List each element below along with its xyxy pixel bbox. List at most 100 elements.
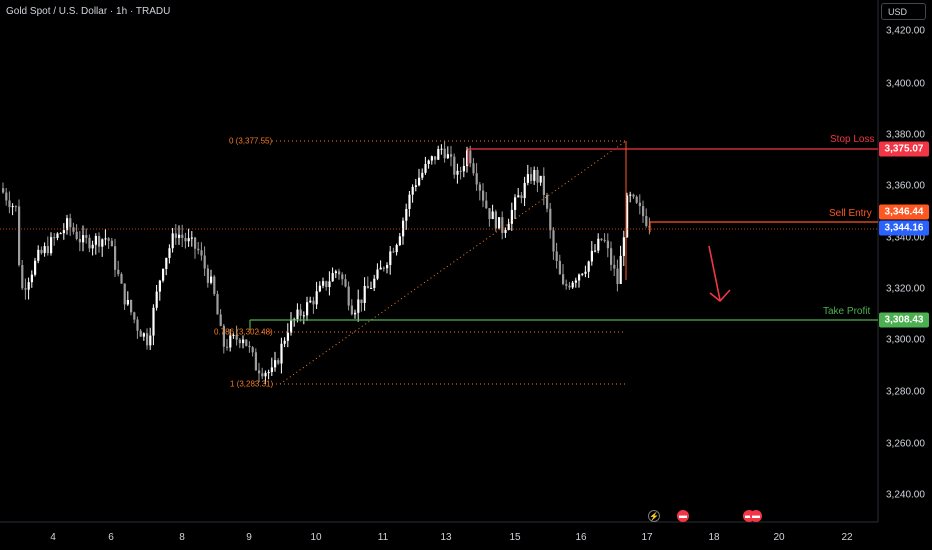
candle: [430, 156, 433, 161]
candle: [277, 360, 280, 364]
candle: [594, 250, 597, 252]
candle: [405, 208, 408, 221]
time-axis-label: 4: [50, 532, 56, 543]
us-flag-icon[interactable]: ▬: [750, 510, 762, 522]
time-axis-label: 13: [440, 532, 452, 543]
time-axis-label: 11: [377, 532, 389, 543]
candle: [546, 194, 549, 209]
candle: [523, 182, 526, 199]
down-arrow-shaft: [708, 245, 721, 301]
candle: [504, 230, 507, 233]
candle: [66, 218, 69, 231]
candle: [139, 330, 142, 337]
candle: [264, 372, 267, 377]
candle: [418, 177, 421, 186]
candle: [43, 246, 46, 254]
candle: [8, 200, 11, 208]
candle: [434, 156, 437, 160]
currency-button[interactable]: USD: [881, 3, 926, 20]
candle: [238, 339, 241, 344]
candle: [510, 209, 513, 224]
candle: [558, 260, 561, 275]
candle: [450, 154, 453, 157]
candle: [635, 196, 638, 203]
candle: [286, 332, 289, 341]
candle: [606, 240, 609, 249]
candle: [312, 300, 315, 305]
candle: [485, 200, 488, 209]
candle: [142, 333, 145, 337]
candle: [123, 283, 126, 305]
candle: [315, 291, 318, 305]
candle: [325, 281, 328, 288]
candle: [552, 230, 555, 252]
candle: [424, 164, 427, 173]
candle: [478, 184, 481, 191]
candle: [168, 248, 171, 258]
us-flag-icon[interactable]: ▬: [677, 510, 689, 522]
candle: [229, 335, 232, 348]
candle: [626, 195, 629, 238]
candle: [91, 244, 94, 249]
time-axis-label: 6: [108, 532, 114, 543]
candle: [181, 234, 184, 238]
candle: [462, 166, 465, 172]
candle: [440, 148, 443, 150]
candle: [162, 268, 165, 281]
candle: [581, 273, 584, 275]
candle: [14, 206, 17, 208]
candle: [50, 237, 53, 254]
fib-level-label: 0 (3,377.55): [229, 136, 273, 146]
candle: [536, 169, 539, 183]
stop-loss-price-tag: 3,375.07: [879, 141, 929, 157]
candle: [194, 237, 197, 249]
candle: [5, 192, 8, 201]
candle: [18, 206, 21, 266]
candle: [398, 236, 401, 246]
candle: [472, 163, 475, 174]
candle: [568, 285, 571, 288]
candle: [75, 231, 78, 239]
candle: [392, 251, 395, 253]
candle: [494, 211, 497, 229]
candle: [130, 299, 133, 313]
candle: [78, 238, 81, 243]
candle: [46, 246, 49, 254]
candle: [517, 195, 520, 198]
flash-icon[interactable]: ⚡: [648, 510, 660, 522]
candle: [261, 373, 264, 377]
candle: [347, 286, 350, 306]
sell-entry-price-tag: 3,346.44: [879, 204, 929, 220]
candle: [101, 239, 104, 247]
candle: [331, 273, 334, 282]
candle: [114, 246, 117, 270]
candle: [174, 233, 177, 238]
candle: [290, 319, 293, 333]
candle: [171, 233, 174, 249]
candle: [350, 305, 353, 315]
candle: [306, 302, 309, 316]
symbol-title: Gold Spot / U.S. Dollar · 1h · TRADU: [6, 6, 171, 17]
candle: [459, 170, 462, 172]
candle: [613, 264, 616, 269]
candle: [59, 233, 62, 235]
candle: [382, 267, 385, 269]
candle: [133, 312, 136, 320]
candle: [584, 271, 587, 274]
candle: [562, 274, 565, 285]
candle: [574, 280, 577, 283]
candle: [299, 309, 302, 316]
time-axis-label: 18: [708, 532, 720, 543]
sell-entry-label: Sell Entry: [829, 208, 872, 219]
candle: [302, 315, 305, 317]
candle: [437, 149, 440, 160]
fib-level-label: 0.786 (3,302.48): [214, 327, 273, 337]
candle: [603, 239, 606, 241]
time-axis-label: 16: [575, 532, 587, 543]
candle: [446, 154, 449, 159]
candle: [187, 238, 190, 242]
candle: [632, 194, 635, 197]
candle: [610, 248, 613, 265]
candle: [520, 195, 523, 199]
